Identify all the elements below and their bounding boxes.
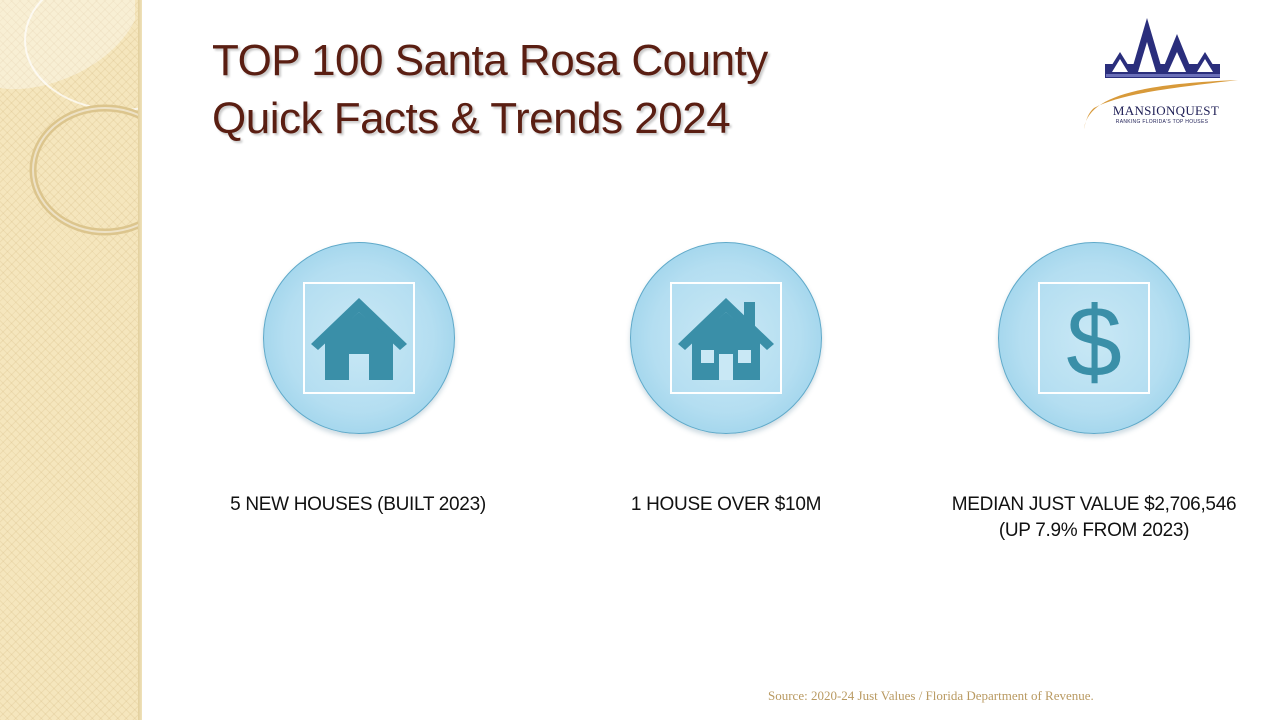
fact-1-circle [263,242,455,434]
side-panel-edge [138,0,142,720]
title-line-2: Quick Facts & Trends 2024 [212,94,731,143]
house-with-windows-icon [678,298,774,380]
fact-3-icon-frame: $ [1038,282,1150,394]
swirl-decoration [0,0,142,236]
decorative-side-panel [0,0,142,720]
title-line-1: TOP 100 Santa Rosa County [212,36,768,85]
page-title: TOP 100 Santa Rosa County Quick Facts & … [212,32,972,148]
logo-tagline: RANKING FLORIDA'S TOP HOUSES [1115,119,1209,125]
mansionquest-logo [1084,18,1238,129]
fact-1-line-1: 5 NEW HOUSES (BUILT 2023) [230,494,486,515]
fact-2-text: 1 HOUSE OVER $10M [576,492,876,518]
source-note: Source: 2020-24 Just Values / Florida De… [768,688,1094,703]
house-icon [311,298,407,380]
svg-text:$: $ [1066,286,1122,392]
fact-1-text: 5 NEW HOUSES (BUILT 2023) [208,492,508,518]
fact-3-text: MEDIAN JUST VALUE $2,706,546 (UP 7.9% FR… [928,492,1260,544]
fact-3-line-2: (UP 7.9% FROM 2023) [998,520,1190,541]
logo-wordmark: MANSIONQUEST [1112,103,1220,118]
fact-2-icon-frame [670,282,782,394]
fact-1-icon-frame [303,282,415,394]
dollar-sign-icon: $ [1066,286,1122,392]
fact-3-circle: $ [998,242,1190,434]
fact-2-line-1: 1 HOUSE OVER $10M [630,494,822,515]
fact-3-line-1: MEDIAN JUST VALUE $2,706,546 [951,494,1237,515]
fact-2-circle [630,242,822,434]
